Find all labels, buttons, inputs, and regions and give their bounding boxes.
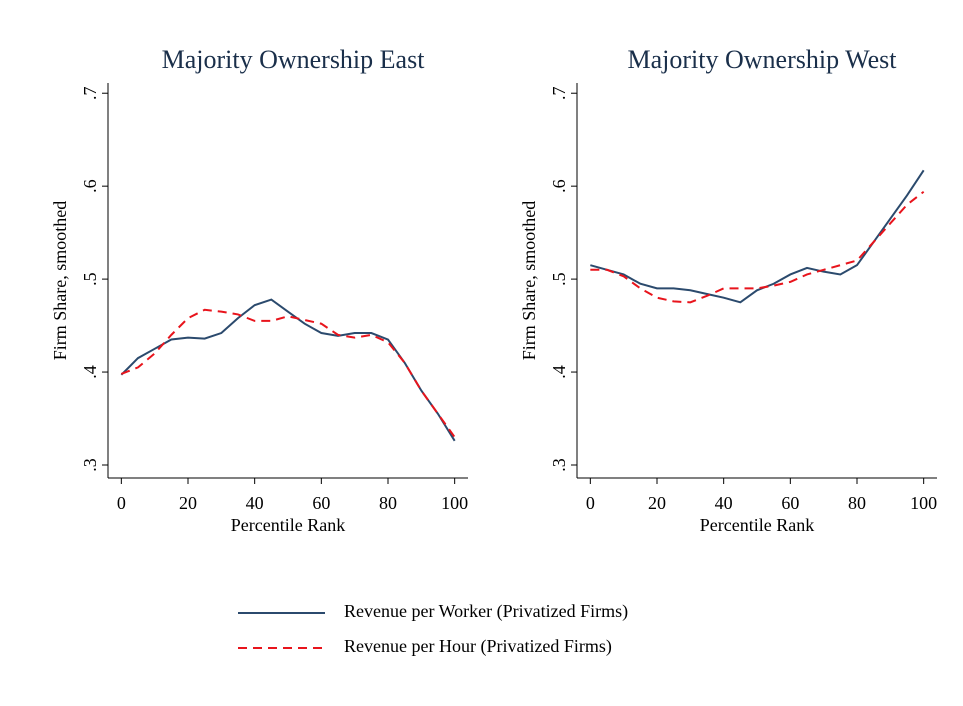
x-axis-title: Percentile Rank	[700, 515, 814, 535]
series-line	[120, 298, 456, 442]
x-tick-label: 0	[117, 493, 126, 513]
y-tick-label: .3	[549, 458, 569, 472]
legend-label: Revenue per Worker (Privatized Firms)	[344, 601, 628, 622]
y-tick-label: .4	[80, 365, 100, 379]
chart-title: Majority Ownership West	[628, 45, 898, 74]
y-tick-label: .7	[549, 86, 569, 100]
x-tick-label: 60	[312, 493, 330, 513]
y-tick-label: .6	[80, 179, 100, 193]
x-tick-label: 80	[848, 493, 866, 513]
x-tick-label: 40	[246, 493, 264, 513]
y-tick-label: .3	[80, 458, 100, 472]
series-line	[590, 190, 925, 304]
x-tick-label: 80	[379, 493, 397, 513]
y-axis-title: Firm Share, smoothed	[519, 201, 539, 361]
series-line	[590, 169, 925, 304]
y-tick-label: .5	[80, 272, 100, 286]
x-tick-label: 40	[715, 493, 733, 513]
y-tick-label: .5	[549, 272, 569, 286]
chart-title: Majority Ownership East	[162, 45, 426, 74]
legend-label: Revenue per Hour (Privatized Firms)	[344, 636, 612, 657]
x-tick-label: 60	[781, 493, 799, 513]
x-tick-label: 20	[648, 493, 666, 513]
y-tick-label: .6	[549, 179, 569, 193]
series-line	[120, 308, 456, 438]
x-axis-title: Percentile Rank	[231, 515, 345, 535]
x-tick-label: 100	[441, 493, 468, 513]
y-tick-label: .7	[80, 86, 100, 100]
y-tick-label: .4	[549, 365, 569, 379]
x-tick-label: 0	[586, 493, 595, 513]
x-tick-label: 100	[910, 493, 937, 513]
x-tick-label: 20	[179, 493, 197, 513]
y-axis-title: Firm Share, smoothed	[50, 201, 70, 361]
